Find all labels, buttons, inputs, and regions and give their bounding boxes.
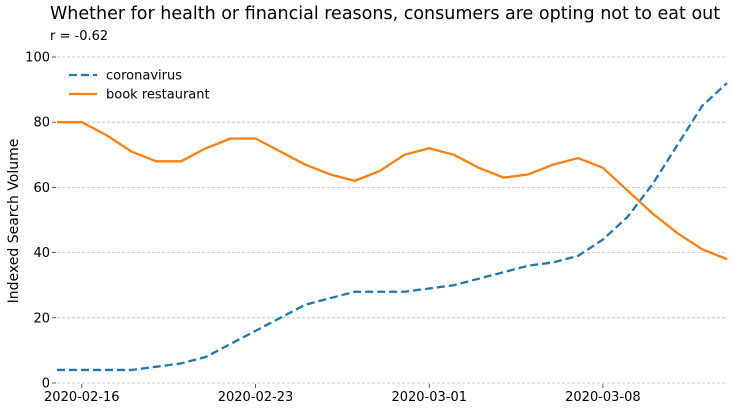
y-tick-label: 100 (25, 51, 50, 66)
y-tick-label: 20 (33, 311, 50, 326)
x-tick-label: 2020-03-01 (391, 390, 467, 405)
y-tick-label: 40 (33, 246, 50, 261)
gridlines (57, 56, 727, 384)
chart-title: Whether for health or financial reasons,… (50, 4, 721, 24)
series-line-coronavirus (57, 82, 728, 372)
series-lines (57, 82, 728, 372)
legend-label: coronavirus (106, 69, 182, 84)
legend-label: book restaurant (106, 88, 210, 103)
x-tick-label: 2020-02-16 (44, 390, 120, 405)
legend: coronavirus book restaurant (69, 69, 210, 103)
axis-ticks: 0 20 40 60 80 100 2020-02-16 2020-02-23 2020-03-… (25, 51, 641, 406)
x-tick-label: 2020-02-23 (218, 390, 294, 405)
y-tick-label: 60 (33, 181, 50, 196)
y-tick-label: 0 (42, 377, 50, 392)
y-tick-label: 80 (33, 116, 50, 131)
x-tick-label: 2020-03-08 (565, 390, 641, 405)
chart-subtitle: r = -0.62 (50, 29, 109, 44)
series-line-book-restaurant (57, 121, 728, 261)
y-axis-label: Indexed Search Volume (6, 139, 22, 304)
